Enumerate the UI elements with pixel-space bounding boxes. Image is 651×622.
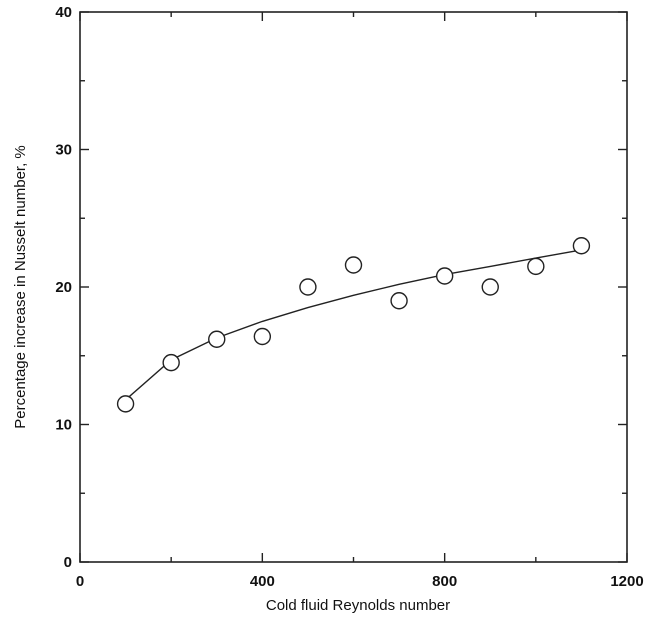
data-point [162,353,180,372]
fit-curve [125,249,582,401]
x-tick-label: 800 [432,573,457,590]
x-tick-label: 400 [250,573,275,590]
y-axis-label: Percentage increase in Nusselt number, % [12,145,29,428]
data-point [344,256,363,274]
data-point [390,292,408,310]
data-point [253,327,272,346]
y-tick-label: 0 [64,554,72,571]
data-point [527,257,545,276]
data-point [116,395,135,413]
plot-border [79,11,628,563]
tick-labels: 0 400 800 1200 0 10 20 30 40 [55,4,643,590]
data-point [299,278,317,296]
y-tick-label: 40 [55,4,72,21]
y-tick-label: 20 [55,279,72,296]
x-axis-label: Cold fluid Reynolds number [266,597,450,614]
plot-frame [79,11,628,563]
x-tick-label: 0 [76,573,84,590]
data-point [435,267,454,285]
y-tick-label: 30 [55,142,72,159]
axis-ticks [79,11,628,563]
data-point [572,237,591,255]
data-point [208,330,226,348]
fit-curve-layer [125,249,582,401]
x-tick-label: 1200 [610,573,643,590]
data-point [481,278,499,296]
data-points [116,237,591,413]
y-tick-label: 10 [55,417,72,434]
